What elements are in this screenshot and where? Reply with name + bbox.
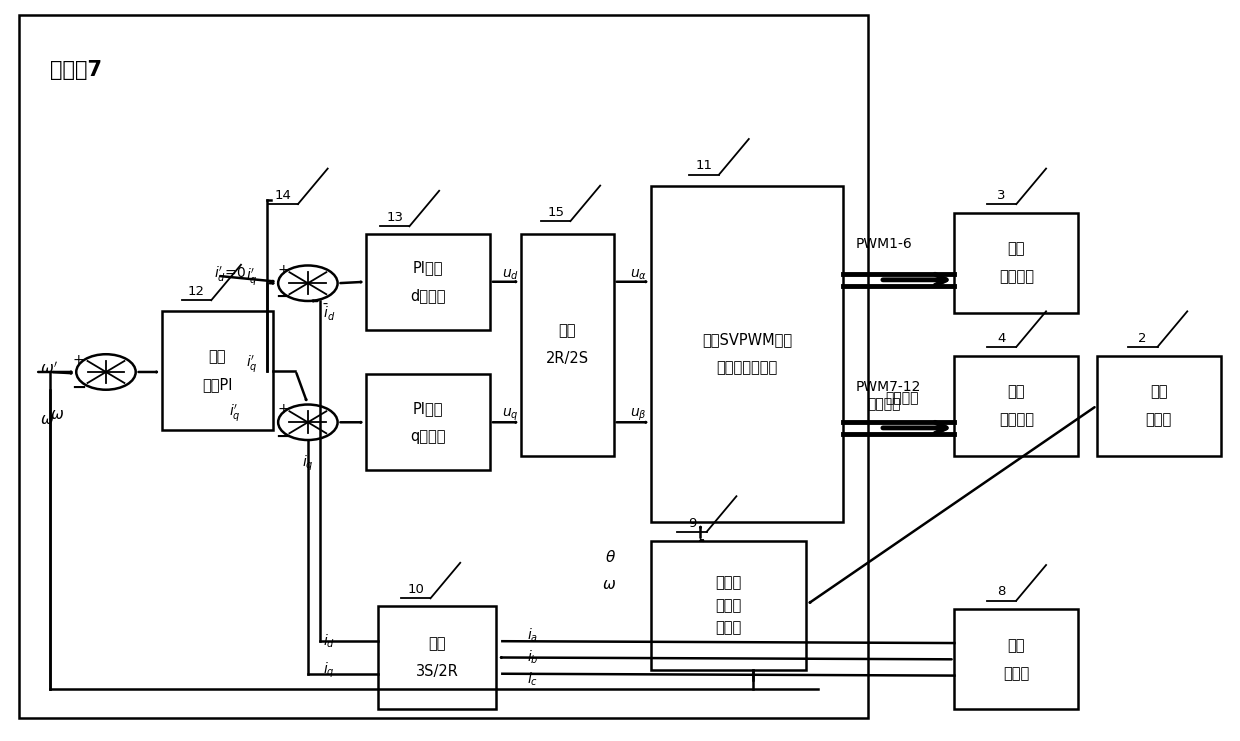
Text: 位置及: 位置及 [715,620,742,635]
Text: 9: 9 [688,516,696,530]
Text: $u_d$: $u_d$ [502,268,520,282]
Text: 解耦SVPWM模块: 解耦SVPWM模块 [702,332,792,348]
Text: 13: 13 [386,211,403,224]
Text: −: − [275,428,290,446]
Text: 10: 10 [407,583,424,596]
Bar [651,541,806,670]
Text: $i_c$: $i_c$ [527,671,538,688]
Text: 变器: 变器 [1008,242,1025,256]
Bar [955,609,1079,709]
Text: q轴电流: q轴电流 [410,429,445,444]
Bar [161,311,273,430]
Text: $u_\alpha$: $u_\alpha$ [630,268,647,282]
Text: −: − [71,379,87,397]
Text: $\theta$: $\theta$ [605,549,616,565]
Text: $u_\beta$: $u_\beta$ [630,407,646,423]
Text: 模块: 模块 [429,636,446,651]
Text: $i_q$: $i_q$ [324,661,335,680]
Bar [20,16,868,718]
Text: $i_q'$: $i_q'$ [228,403,241,424]
Text: 控制器7: 控制器7 [51,60,102,80]
Text: $i_a$: $i_a$ [527,627,538,644]
Text: $i_q'$: $i_q'$ [246,267,258,288]
Text: 速度计: 速度计 [715,598,742,613]
Text: 2: 2 [1138,332,1147,345]
Text: $i_d$: $i_d$ [324,633,335,650]
Bar [366,233,490,330]
Text: +: + [278,402,289,416]
Text: 两电平逆: 两电平逆 [999,270,1034,285]
Text: 14: 14 [275,189,291,202]
Text: $\bar{i}_d$: $\bar{i}_d$ [322,302,335,323]
Text: PWM1-6: PWM1-6 [856,237,913,251]
Text: 11: 11 [696,159,713,173]
Text: PI模块: PI模块 [413,401,443,416]
Text: 算模块: 算模块 [715,576,742,591]
Text: 2R/2S: 2R/2S [546,351,589,366]
Text: 3: 3 [997,189,1006,202]
Text: $u_q$: $u_q$ [502,407,520,423]
Text: +: + [278,263,289,277]
Text: 变器: 变器 [1008,384,1025,399]
Bar [366,374,490,471]
Text: 两电平逆: 两电平逆 [999,412,1034,427]
Text: $\omega$: $\omega$ [603,577,616,593]
Text: 8: 8 [997,585,1006,598]
Bar [651,185,843,522]
Bar [955,213,1079,313]
Bar [1097,356,1220,456]
Text: 转速PI: 转速PI [202,377,233,392]
Text: 12: 12 [188,285,205,298]
Text: $\omega$: $\omega$ [51,408,64,422]
Text: +: + [73,353,84,367]
Text: d轴电流: d轴电流 [410,288,445,303]
Text: 电流传: 电流传 [1003,666,1029,681]
Text: 4: 4 [997,332,1006,345]
Text: −: − [275,288,290,305]
Text: 抑制零序电流的: 抑制零序电流的 [717,360,777,376]
Bar [521,233,614,456]
Text: 模块: 模块 [558,323,577,338]
Text: PWM7-12: PWM7-12 [856,380,921,394]
Text: 3S/2R: 3S/2R [415,664,459,679]
Text: 位置传: 位置传 [1146,412,1172,427]
Text: 15: 15 [547,206,564,219]
Text: $i_b$: $i_b$ [527,649,538,666]
Bar [378,605,496,709]
Text: 位置信号: 位置信号 [868,396,901,411]
Text: $i_q'$: $i_q'$ [246,354,258,375]
Text: $\omega$: $\omega$ [41,412,55,427]
Text: PI模块: PI模块 [413,260,443,275]
Text: $i_q$: $i_q$ [303,453,314,473]
Text: 模块: 模块 [208,349,226,364]
Bar [955,356,1079,456]
Text: $\omega'$: $\omega'$ [41,360,58,376]
Text: 位置信号: 位置信号 [885,391,919,405]
Text: 感器: 感器 [1008,638,1025,653]
Text: 感器: 感器 [1149,384,1168,399]
Text: $i_d'$=0: $i_d'$=0 [213,265,246,284]
